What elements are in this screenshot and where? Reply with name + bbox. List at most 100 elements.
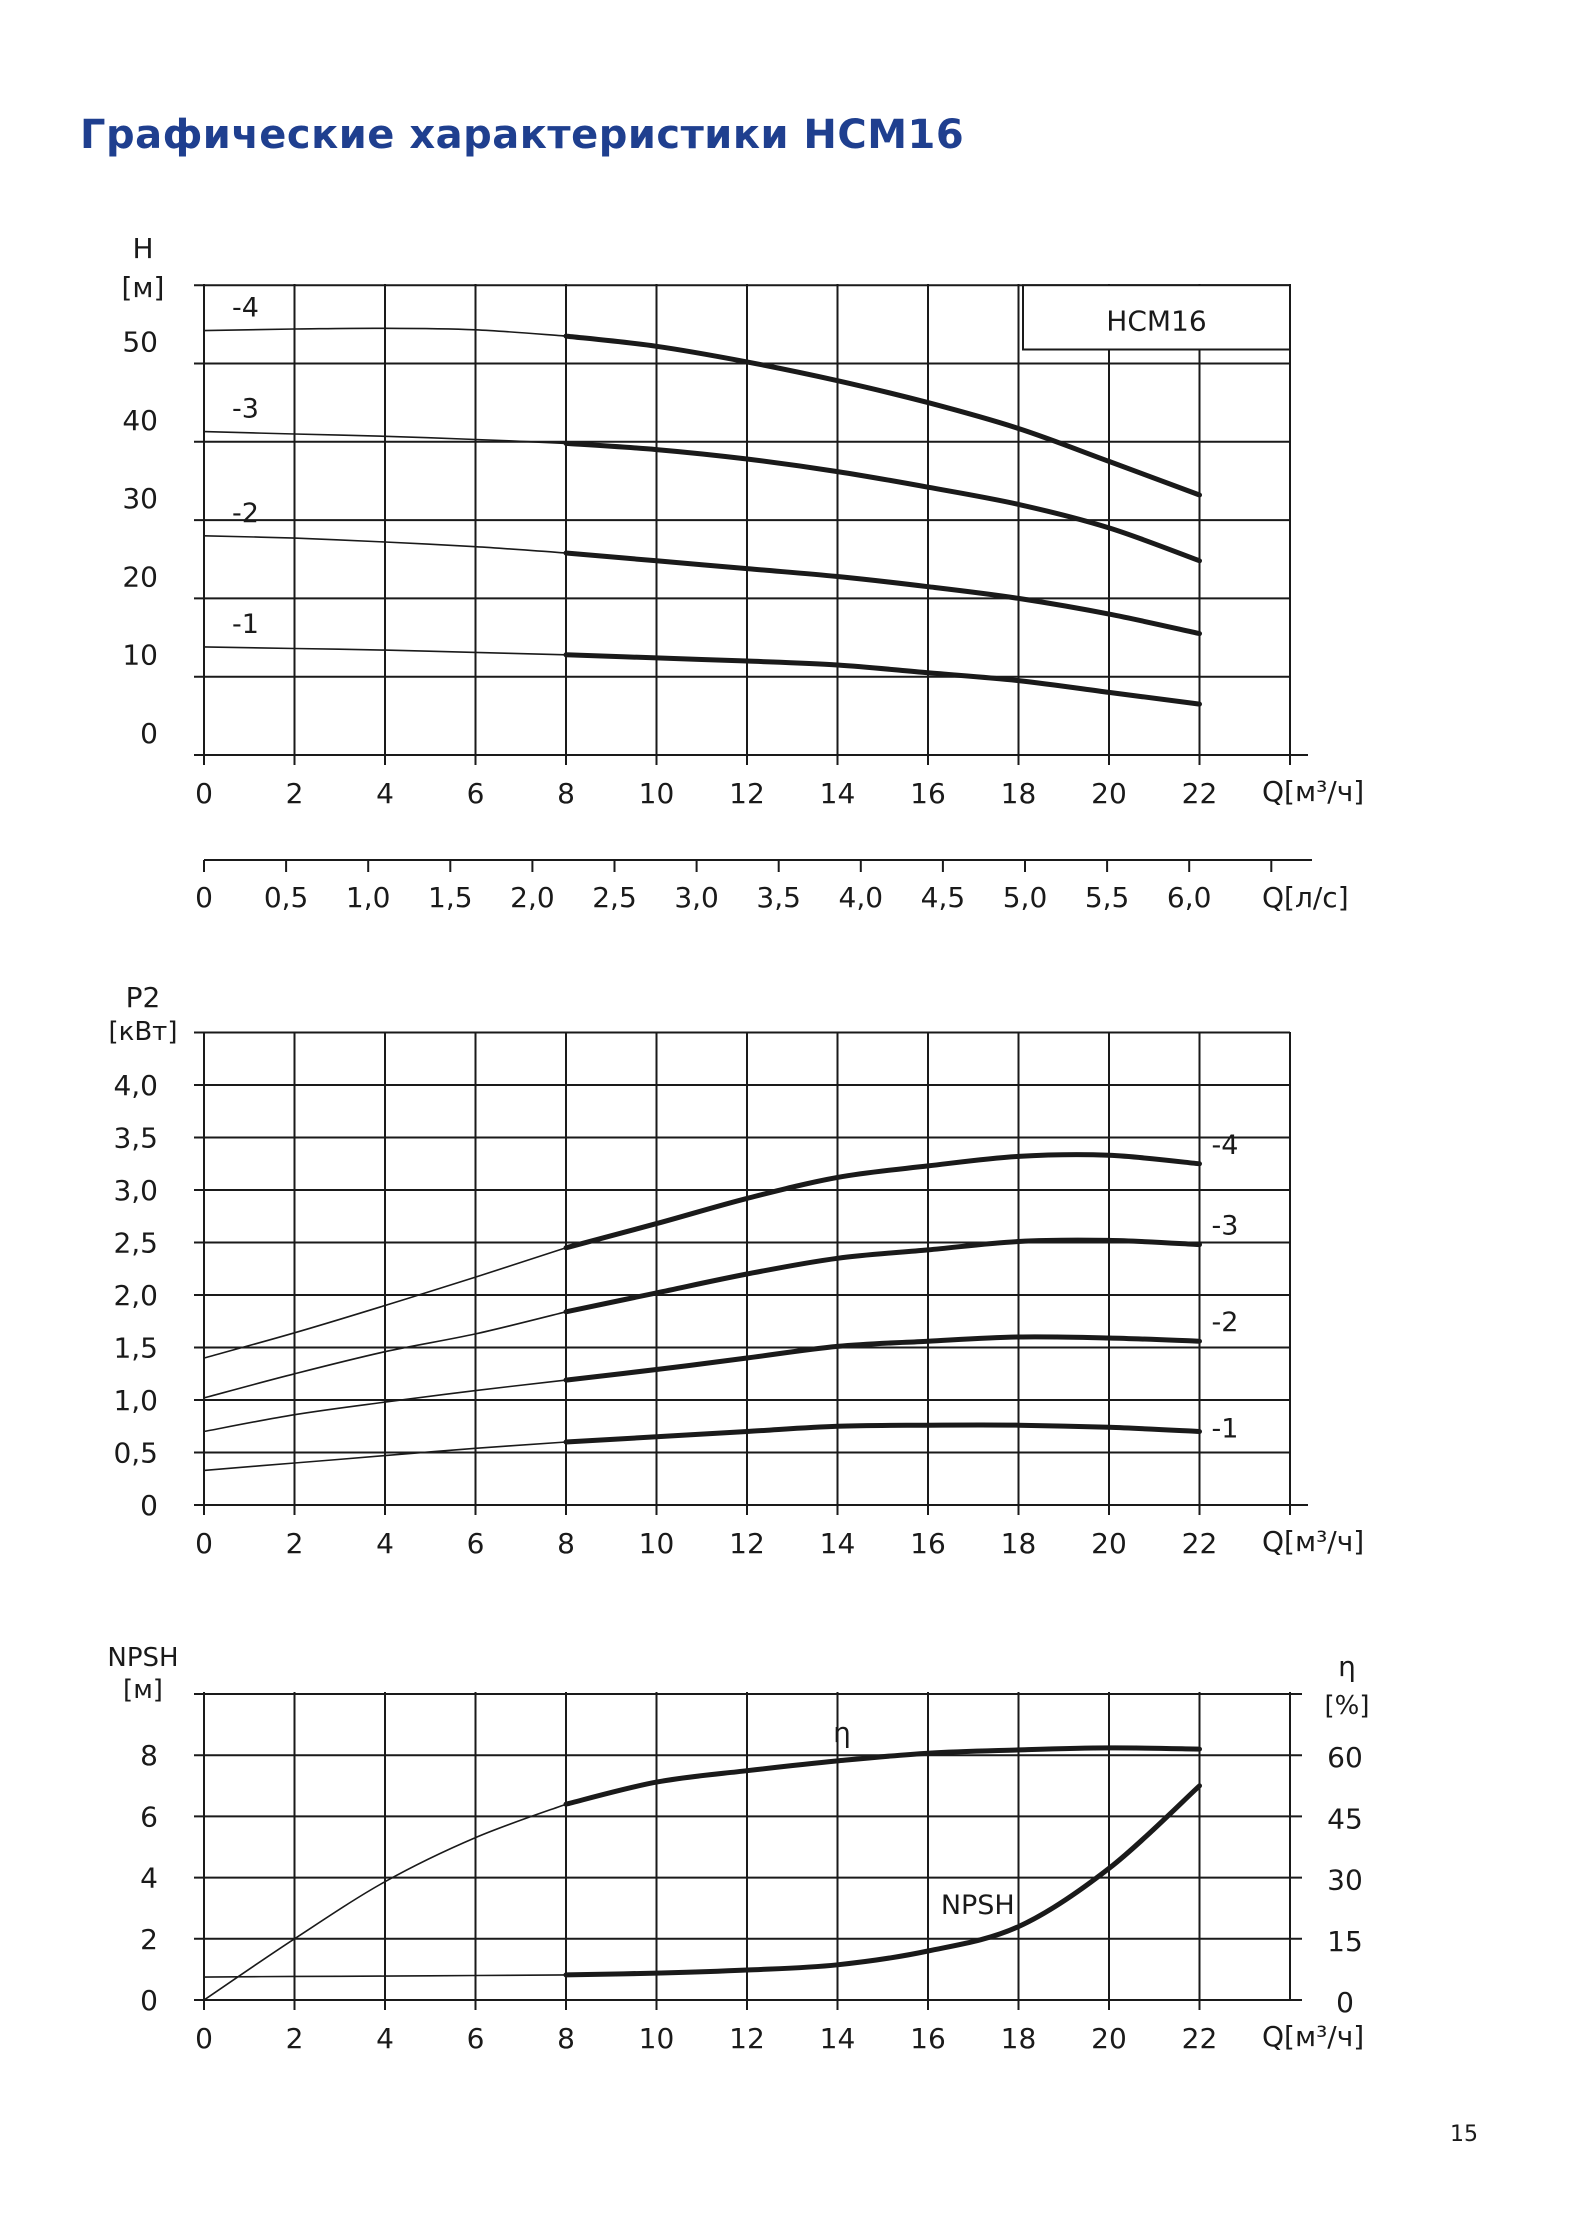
x-tick-label: 14 xyxy=(820,777,856,810)
x-tick-label: 16 xyxy=(910,2022,946,2055)
power-curve-4-line xyxy=(563,1422,1202,1445)
y2-axis-name: η xyxy=(1338,1650,1356,1683)
y-tick-label: 8 xyxy=(140,1739,158,1772)
y2-tick-label: 45 xyxy=(1327,1802,1363,1835)
head-curve-3-extrapolated xyxy=(203,535,567,554)
y-tick-label: 2,0 xyxy=(113,1279,158,1312)
y-axis-name: Н xyxy=(132,232,153,265)
y-tick-label: 6 xyxy=(140,1800,158,1833)
y-tick-label: 1,0 xyxy=(113,1384,158,1417)
x-tick-label: 0 xyxy=(195,1527,213,1560)
y-tick-label: 1,5 xyxy=(113,1332,158,1365)
x-tick-label: 14 xyxy=(820,1527,856,1560)
y-axis-name: NPSH xyxy=(107,1643,178,1673)
y-tick-label: 4,0 xyxy=(113,1069,158,1102)
model-box xyxy=(1022,284,1291,351)
efficiency-curve-line xyxy=(563,1745,1202,1807)
y-tick-label: 4 xyxy=(140,1862,158,1895)
x-tick-label: 10 xyxy=(639,2022,675,2055)
x-tick-label: 0 xyxy=(195,2022,213,2055)
series-label: -4 xyxy=(1212,1130,1239,1161)
y-axis-name: P2 xyxy=(126,981,161,1014)
efficiency-curve-extrapolated xyxy=(203,1803,567,2001)
x-tick-label: 6 xyxy=(467,1527,485,1560)
x-axis-label: Q[м³/ч] xyxy=(1262,1525,1364,1558)
x-tick-label: 4 xyxy=(376,2022,394,2055)
y-tick-label: 10 xyxy=(122,639,158,672)
page-title: Графические характеристики НСМ16 xyxy=(80,112,965,158)
y-tick-label: 3,5 xyxy=(113,1122,158,1155)
x2-tick-label: 5,0 xyxy=(1003,881,1048,914)
head-curve-3-line xyxy=(563,550,1202,637)
npsh-curve-line xyxy=(563,1783,1202,1978)
x2-tick-label: 0,5 xyxy=(264,881,309,914)
x2-tick-label: 6,0 xyxy=(1167,881,1212,914)
x2-tick-label: 2,0 xyxy=(510,881,555,914)
page-number: 15 xyxy=(1450,2122,1478,2147)
power-curve-3-extrapolated xyxy=(203,1379,567,1433)
power-curve-3-line xyxy=(563,1334,1202,1383)
x-tick-label: 18 xyxy=(1001,1527,1037,1560)
x-tick-label: 10 xyxy=(639,1527,675,1560)
y-tick-label: 0 xyxy=(140,717,158,750)
y-tick-label: 40 xyxy=(122,404,158,437)
head-curve-2-extrapolated xyxy=(203,430,567,445)
x-tick-label: 16 xyxy=(910,777,946,810)
x-tick-label: 10 xyxy=(639,777,675,810)
x-tick-label: 8 xyxy=(557,1527,575,1560)
y2-tick-label: 60 xyxy=(1327,1741,1363,1774)
head-chart: 0 2 4 6 8 10 12 14 16 18 20 22 0 10 20 30 40 50 Q[м³/ч] Н [м… xyxy=(122,232,1365,914)
y-tick-label: 2 xyxy=(140,1923,158,1956)
head-curve-1-extrapolated xyxy=(203,327,567,337)
series-label: -1 xyxy=(1212,1414,1239,1445)
x-tick-label: 12 xyxy=(729,777,765,810)
x-tick-label: 4 xyxy=(376,1527,394,1560)
head-curve-4-extrapolated xyxy=(203,646,567,656)
y2-tick-label: 0 xyxy=(1336,1986,1354,2019)
y-tick-label: 0,5 xyxy=(113,1437,158,1470)
power-curve-2-line xyxy=(563,1237,1202,1315)
power-curve-2-extrapolated xyxy=(203,1311,567,1399)
npsh-efficiency-chart: 0 2 4 6 8 10 12 14 16 18 20 22 0 2 4 6 8 0 15 30 45 60 Q[м³/ч]… xyxy=(107,1643,1369,2055)
x2-tick-label: 2,5 xyxy=(592,881,637,914)
x2-tick-label: 5,5 xyxy=(1085,881,1130,914)
x-tick-label: 2 xyxy=(286,1527,304,1560)
x-tick-label: 20 xyxy=(1091,2022,1127,2055)
x-tick-label: 2 xyxy=(286,777,304,810)
series-label: -1 xyxy=(232,609,259,640)
head-curve-4-line xyxy=(563,652,1202,707)
x2-tick-label: 4,5 xyxy=(921,881,966,914)
y-axis-unit: [м] xyxy=(122,271,165,304)
x2-axis-label: Q[л/с] xyxy=(1262,881,1349,914)
x2-tick-label: 3,0 xyxy=(674,881,719,914)
x-tick-label: 20 xyxy=(1091,1527,1127,1560)
x2-tick-label: 1,0 xyxy=(346,881,391,914)
x-tick-label: 22 xyxy=(1182,1527,1218,1560)
x-tick-label: 8 xyxy=(557,777,575,810)
efficiency-curve-label: η xyxy=(833,1716,851,1749)
model-label: НСМ16 xyxy=(1106,304,1206,337)
x2-tick-label: 3,5 xyxy=(756,881,801,914)
y-tick-label: 20 xyxy=(122,560,158,593)
x-tick-label: 22 xyxy=(1182,2022,1218,2055)
x-axis-label: Q[м³/ч] xyxy=(1262,775,1364,808)
y-tick-label: 3,0 xyxy=(113,1174,158,1207)
x-tick-label: 12 xyxy=(729,1527,765,1560)
y-tick-label: 0 xyxy=(140,1489,158,1522)
x-tick-label: 20 xyxy=(1091,777,1127,810)
x-tick-label: 16 xyxy=(910,1527,946,1560)
y-axis-unit: [м] xyxy=(123,1675,163,1705)
y2-tick-label: 15 xyxy=(1327,1925,1363,1958)
x2-tick-label: 1,5 xyxy=(428,881,473,914)
x-tick-label: 14 xyxy=(820,2022,856,2055)
power-chart: 0 2 4 6 8 10 12 14 16 18 20 22 0 0,5 1,0 1,5 2,0 2,5 3,0 3,… xyxy=(109,981,1365,1560)
x-tick-label: 18 xyxy=(1001,777,1037,810)
x-tick-label: 2 xyxy=(286,2022,304,2055)
x-tick-label: 18 xyxy=(1001,2022,1037,2055)
power-curve-4-extrapolated xyxy=(203,1441,567,1472)
x-tick-label: 6 xyxy=(467,2022,485,2055)
x-tick-label: 4 xyxy=(376,777,394,810)
power-curve-1-line xyxy=(563,1152,1202,1251)
y2-tick-label: 30 xyxy=(1327,1864,1363,1897)
x2-tick-label: 4,0 xyxy=(839,881,884,914)
